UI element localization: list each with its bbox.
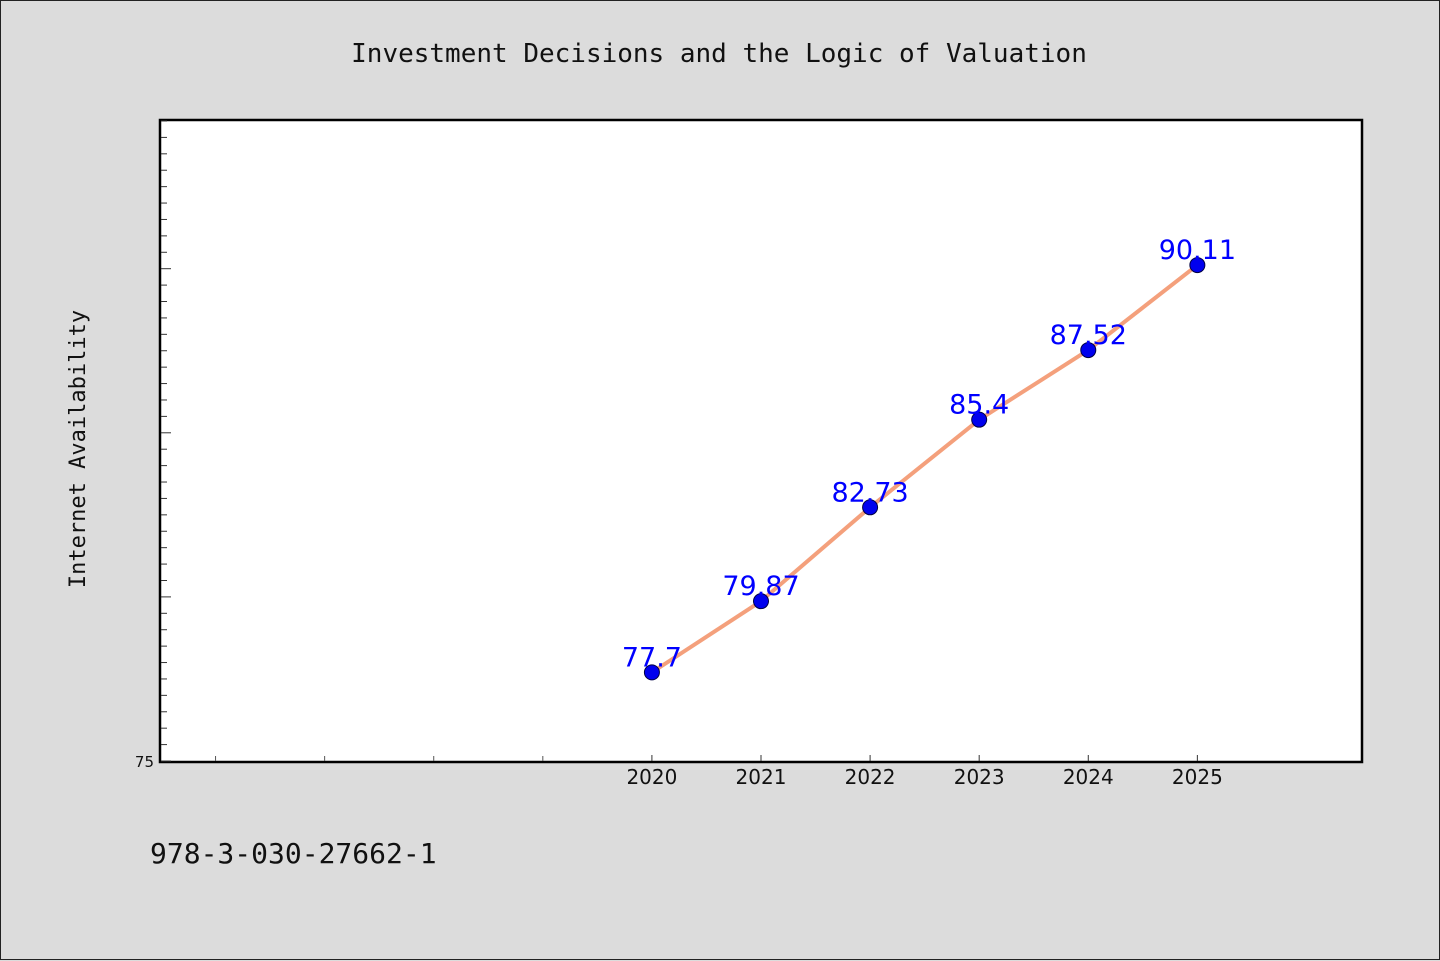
data-labels-group: 77.7 79.87 82.73 85.4 87.52 90.11: [622, 235, 1236, 673]
markers-group: [643, 257, 1206, 681]
data-label: 82.73: [831, 477, 908, 508]
x-tick-label: 2023: [954, 765, 1005, 789]
data-point-marker: [862, 499, 879, 516]
chart-title: Investment Decisions and the Logic of Va…: [351, 39, 1087, 69]
x-minor-ticks: [215, 756, 544, 761]
x-tick-label: 2022: [845, 765, 896, 789]
x-tick-label: 2025: [1172, 765, 1223, 789]
x-tick-label: 2020: [626, 765, 677, 789]
plot-area: [158, 118, 1364, 764]
x-tick-label: 2021: [736, 765, 787, 789]
data-point-marker: [1189, 257, 1206, 274]
data-label: 79.87: [722, 571, 799, 602]
data-point-marker: [1080, 342, 1097, 359]
isbn-footer: 978-3-030-27662-1: [150, 837, 437, 870]
y-tick-label: 75: [135, 753, 154, 771]
y-ticks: 75: [135, 120, 171, 771]
data-label: 77.7: [622, 642, 682, 673]
data-point-marker: [643, 664, 660, 681]
y-axis-label: Internet Availability: [66, 310, 91, 588]
data-label: 85.4: [949, 390, 1009, 421]
series-line-group: [649, 263, 1200, 675]
data-point-marker: [753, 593, 769, 610]
series-line: [649, 263, 1200, 675]
data-label: 87.52: [1050, 320, 1127, 351]
data-label: 90.11: [1159, 235, 1236, 266]
data-point-marker: [971, 411, 988, 428]
x-ticks: 2020 2021 2022 2023 2024 2025: [626, 755, 1223, 789]
x-tick-label: 2024: [1063, 765, 1114, 789]
